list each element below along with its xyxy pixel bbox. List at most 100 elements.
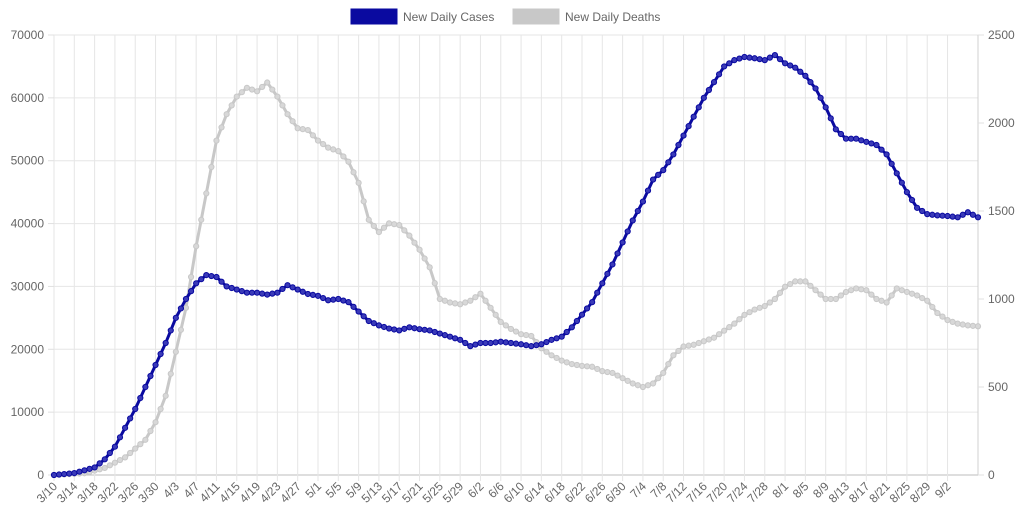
data-point[interactable] xyxy=(477,339,484,347)
data-point[interactable] xyxy=(776,56,784,63)
data-point[interactable] xyxy=(589,299,596,306)
data-point[interactable] xyxy=(726,60,733,67)
data-point[interactable] xyxy=(426,327,433,334)
data-point[interactable] xyxy=(533,342,540,349)
data-point[interactable] xyxy=(614,250,621,257)
data-point[interactable] xyxy=(913,292,921,299)
data-point[interactable] xyxy=(807,282,814,289)
data-point[interactable] xyxy=(502,339,509,346)
data-point[interactable] xyxy=(761,57,768,64)
data-point[interactable] xyxy=(340,153,347,160)
data-point[interactable] xyxy=(568,324,575,331)
data-point[interactable] xyxy=(634,207,641,215)
data-point[interactable] xyxy=(944,212,951,220)
data-point[interactable] xyxy=(690,113,697,120)
data-point[interactable] xyxy=(350,169,357,176)
data-point[interactable] xyxy=(883,299,890,306)
data-point[interactable] xyxy=(594,289,601,296)
data-point[interactable] xyxy=(401,325,408,332)
data-point[interactable] xyxy=(213,273,220,281)
data-point[interactable] xyxy=(675,347,682,355)
data-point[interactable] xyxy=(599,368,606,375)
data-point[interactable] xyxy=(710,334,718,341)
data-point[interactable] xyxy=(167,370,174,377)
data-point[interactable] xyxy=(614,372,621,379)
data-point[interactable] xyxy=(325,297,332,304)
data-point[interactable] xyxy=(477,290,484,297)
data-point[interactable] xyxy=(304,290,311,298)
data-point[interactable] xyxy=(162,339,169,347)
data-point[interactable] xyxy=(492,311,499,318)
data-point[interactable] xyxy=(436,295,443,303)
data-point[interactable] xyxy=(893,170,900,177)
data-point[interactable] xyxy=(411,325,418,332)
data-point[interactable] xyxy=(416,326,423,333)
data-point[interactable] xyxy=(274,289,281,296)
data-point[interactable] xyxy=(264,79,271,86)
data-point[interactable] xyxy=(218,124,225,131)
data-point[interactable] xyxy=(294,286,301,293)
data-point[interactable] xyxy=(391,221,398,228)
data-point[interactable] xyxy=(898,287,905,294)
data-point[interactable] xyxy=(781,60,789,67)
data-point[interactable] xyxy=(81,467,88,474)
data-point[interactable] xyxy=(832,126,839,133)
data-point[interactable] xyxy=(553,354,560,362)
data-point[interactable] xyxy=(116,456,124,464)
data-point[interactable] xyxy=(137,441,144,448)
data-point[interactable] xyxy=(441,332,449,339)
data-point[interactable] xyxy=(639,383,647,391)
data-point[interactable] xyxy=(903,189,911,196)
data-point[interactable] xyxy=(695,104,702,111)
data-point[interactable] xyxy=(198,216,205,223)
data-point[interactable] xyxy=(370,222,377,230)
data-point[interactable] xyxy=(406,324,413,331)
data-point[interactable] xyxy=(253,88,261,95)
data-point[interactable] xyxy=(289,284,296,291)
data-point[interactable] xyxy=(340,297,347,304)
data-point[interactable] xyxy=(934,212,941,219)
data-point[interactable] xyxy=(842,135,850,142)
data-point[interactable] xyxy=(487,304,494,311)
data-point[interactable] xyxy=(55,471,63,478)
data-point[interactable] xyxy=(583,363,591,370)
data-point[interactable] xyxy=(137,394,144,402)
data-point[interactable] xyxy=(573,317,581,325)
data-point[interactable] xyxy=(193,243,200,250)
data-point[interactable] xyxy=(721,327,728,334)
data-point[interactable] xyxy=(497,338,504,345)
data-point[interactable] xyxy=(198,276,205,283)
data-point[interactable] xyxy=(924,297,931,304)
data-point[interactable] xyxy=(847,135,855,142)
data-point[interactable] xyxy=(193,280,200,287)
data-point[interactable] xyxy=(949,213,956,220)
data-point[interactable] xyxy=(660,167,667,174)
data-point[interactable] xyxy=(665,361,672,368)
data-point[interactable] xyxy=(111,459,119,466)
data-point[interactable] xyxy=(294,125,301,132)
data-point[interactable] xyxy=(248,86,256,93)
data-point[interactable] xyxy=(807,79,814,86)
data-point[interactable] xyxy=(76,468,83,475)
data-point[interactable] xyxy=(746,309,753,316)
data-point[interactable] xyxy=(705,86,713,94)
data-point[interactable] xyxy=(299,288,306,295)
data-point[interactable] xyxy=(426,264,433,271)
data-point[interactable] xyxy=(345,299,352,306)
data-point[interactable] xyxy=(238,288,245,295)
data-point[interactable] xyxy=(111,443,119,450)
data-point[interactable] xyxy=(756,304,763,311)
data-point[interactable] xyxy=(152,361,159,369)
data-point[interactable] xyxy=(939,212,946,219)
data-point[interactable] xyxy=(203,190,210,197)
data-point[interactable] xyxy=(939,313,946,320)
data-point[interactable] xyxy=(797,278,804,285)
data-point[interactable] xyxy=(147,372,154,380)
data-point[interactable] xyxy=(127,415,134,422)
data-point[interactable] xyxy=(451,335,459,342)
data-point[interactable] xyxy=(218,278,225,285)
data-point[interactable] xyxy=(335,148,342,155)
data-point[interactable] xyxy=(974,214,982,221)
data-point[interactable] xyxy=(132,445,139,452)
data-point[interactable] xyxy=(441,297,449,304)
